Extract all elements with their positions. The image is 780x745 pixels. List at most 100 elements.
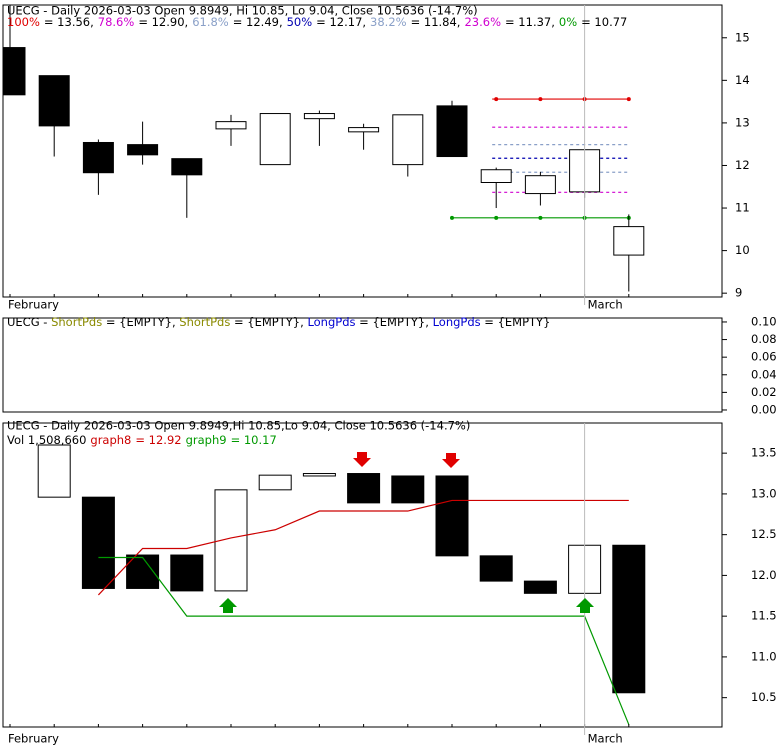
signal-arrow (353, 452, 371, 467)
candle-body (127, 144, 159, 156)
legend-name: graph8 (90, 433, 131, 447)
candle-body (348, 127, 380, 133)
title-segment: ShortPds (51, 315, 102, 329)
fib-dot (538, 97, 543, 102)
legend: Vol 1,508,660 graph8 = 12.92 graph9 = 10.17 (7, 433, 277, 447)
candle-body (480, 169, 512, 183)
title-segment: ShortPds (179, 315, 230, 329)
panel-title: UECG - Daily 2026-03-03 Open 9.8949,Hi 1… (7, 419, 470, 433)
indicator-line (97, 499, 629, 596)
legend-name: graph9 (186, 433, 227, 447)
y-tick-label: 12 (735, 158, 750, 172)
candle-body (259, 113, 291, 166)
candle-body (524, 175, 556, 195)
fib-dot (494, 97, 499, 102)
fib-text: = 12.90, (138, 15, 188, 29)
signal-arrow (442, 453, 460, 468)
fib-label: 100% (7, 15, 40, 29)
candle-body (215, 121, 247, 130)
fib-legend: 100% = 13.56, 78.6% = 12.90, 61.8% = 12.49, 50… (7, 15, 627, 29)
price-box (347, 473, 381, 504)
panel (3, 5, 645, 292)
y-tick-label: 0.00 (751, 402, 777, 416)
candle-body (613, 226, 645, 256)
fib-label: 0% (559, 15, 577, 29)
y-tick-label: 0.08 (751, 332, 777, 346)
y-tick-label: 10 (735, 243, 750, 257)
title-segment: = {EMPTY} (481, 315, 551, 329)
price-box (302, 473, 336, 477)
y-tick-label: 0.04 (751, 367, 777, 381)
title-segment: = {EMPTY}, (230, 315, 307, 329)
fib-label: 50% (287, 15, 313, 29)
indicator-line (98, 556, 630, 725)
price-box (612, 544, 646, 694)
fib-dot (626, 97, 631, 102)
y-tick-label: 14 (735, 73, 750, 87)
y-tick-label: 11 (735, 201, 750, 215)
title-segment: LongPds (433, 315, 481, 329)
price-box (81, 496, 115, 589)
candle-body (436, 105, 468, 158)
price-box (37, 444, 71, 498)
y-tick-label: 11.0 (751, 649, 777, 663)
fib-text: = 11.84, (411, 15, 461, 29)
x-tick-label: February (8, 732, 59, 745)
candle-body (38, 75, 70, 127)
fib-label: 61.8% (192, 15, 229, 29)
volume-label: Vol 1,508,660 (7, 433, 86, 447)
fib-text: = 10.77 (581, 15, 627, 29)
y-tick-label: 0.06 (751, 350, 777, 364)
y-tick-label: 0.02 (751, 385, 777, 399)
title-segment: LongPds (307, 315, 355, 329)
price-box (479, 555, 513, 582)
x-tick-label: March (588, 298, 623, 312)
y-tick-label: 12.5 (751, 527, 777, 541)
x-tick-label: March (588, 732, 623, 745)
y-tick-label: 9 (735, 286, 742, 300)
price-box (523, 580, 557, 594)
fib-label: 78.6% (98, 15, 135, 29)
y-tick-label: 10.5 (751, 690, 777, 704)
fib-text: = 12.17, (316, 15, 366, 29)
title-segment: = {EMPTY}, (356, 315, 433, 329)
y-tick-label: 0.10 (751, 314, 777, 328)
y-tick-label: 12.0 (751, 568, 777, 582)
price-box (258, 474, 292, 491)
panel-frame (2, 4, 723, 298)
signal-arrow (219, 598, 237, 613)
fib-text: = 13.56, (44, 15, 94, 29)
y-tick-label: 13.5 (751, 446, 777, 460)
panel (37, 444, 646, 725)
legend-value: = 10.17 (231, 433, 277, 447)
y-tick-label: 15 (735, 30, 750, 44)
fib-dot (494, 215, 499, 220)
title-segment: UECG - (7, 315, 51, 329)
price-box (435, 475, 469, 557)
price-box (391, 475, 425, 504)
fib-label: 23.6% (464, 15, 501, 29)
candle-body (303, 113, 335, 120)
price-box (170, 554, 204, 592)
candle-body (171, 158, 203, 176)
candle-body (392, 114, 424, 166)
title-segment: = {EMPTY}, (102, 315, 179, 329)
panel-title: UECG - Daily 2026-03-03 Open 9.8949, Hi … (7, 4, 478, 18)
fib-label: 38.2% (370, 15, 407, 29)
panel-frame (2, 317, 723, 413)
fib-dot (538, 215, 543, 220)
x-tick-label: February (8, 298, 59, 312)
signal-arrow (576, 598, 594, 613)
fib-dot (450, 215, 454, 220)
candle-body (82, 141, 114, 174)
y-tick-label: 11.5 (751, 609, 777, 623)
panel-title: UECG - ShortPds = {EMPTY}, ShortPds = {E… (7, 315, 550, 329)
fib-text: = 11.37, (505, 15, 555, 29)
y-tick-label: 13 (735, 115, 750, 129)
y-tick-label: 13.0 (751, 486, 777, 500)
legend-value: = 12.92 (135, 433, 181, 447)
candle-body (3, 47, 26, 96)
fib-text: = 12.49, (233, 15, 283, 29)
